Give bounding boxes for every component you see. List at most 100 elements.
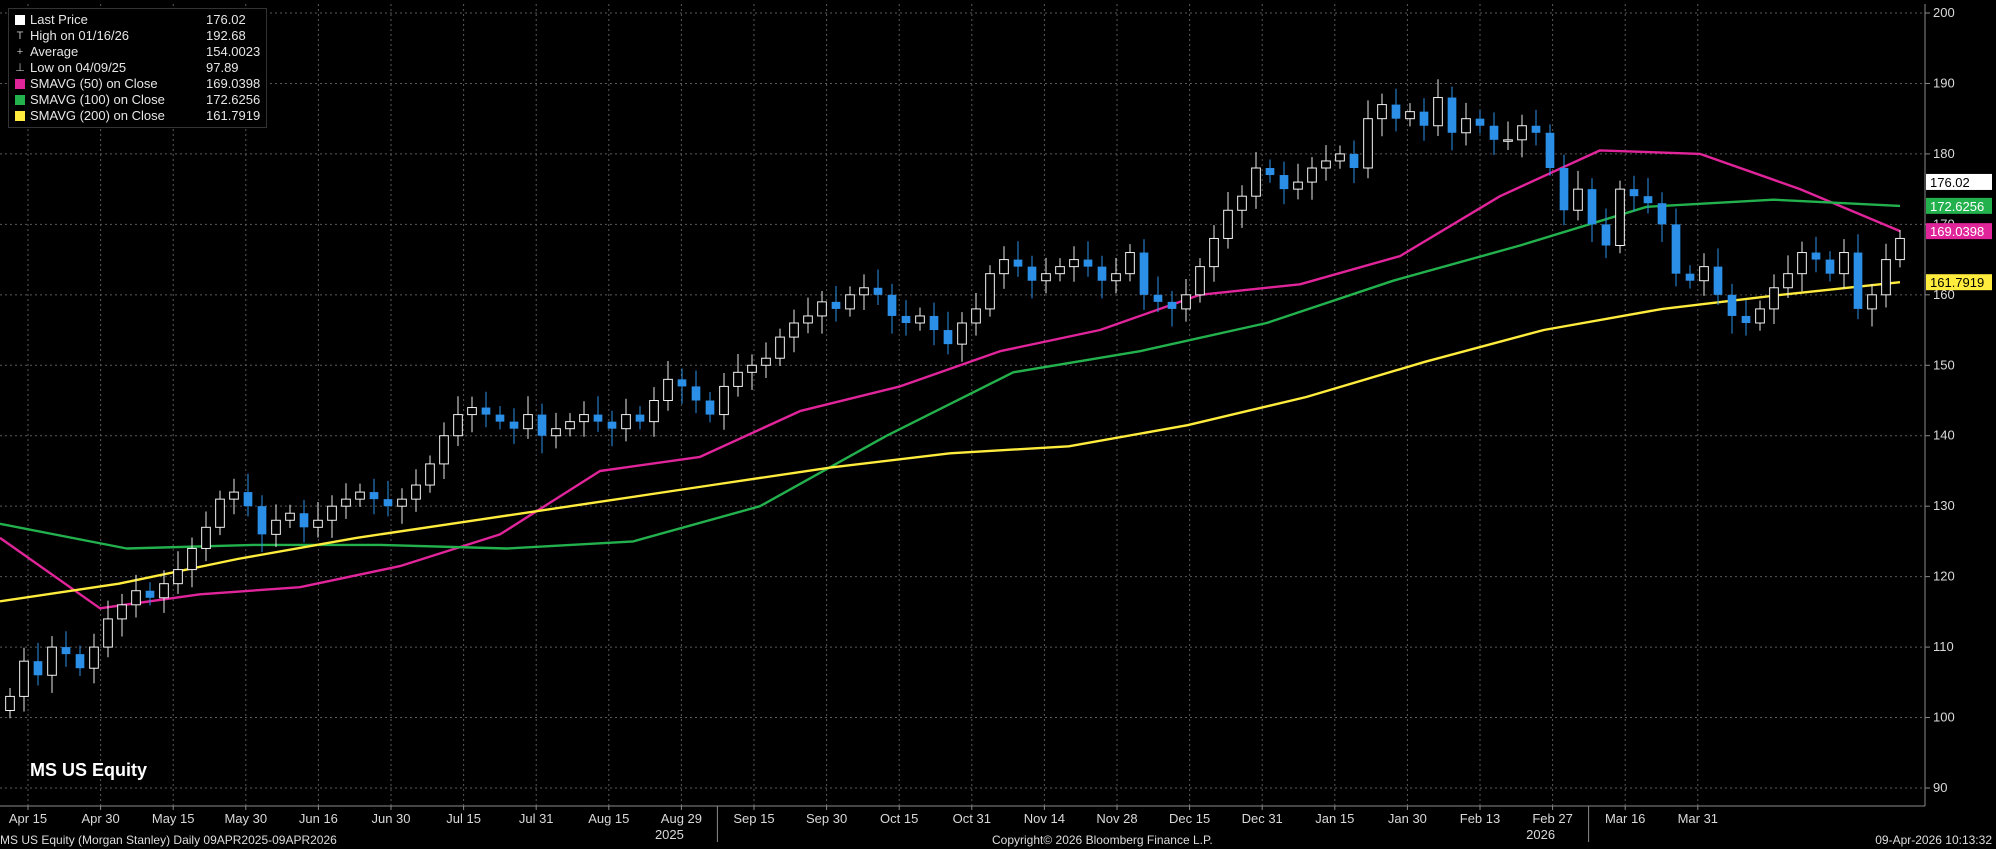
x-tick-label: Jun 30 [371,811,410,826]
price-badge: 169.0398 [1926,223,1992,240]
candle-body-up [1895,237,1905,261]
legend-entry: T High on 01/16/26 192.68 [15,28,260,44]
candle-body-down [1811,252,1821,260]
candle-body-up [747,364,757,373]
candle-body-up [1223,209,1233,239]
price-badge: 176.02 [1926,173,1992,190]
candle-body-up [565,421,575,430]
candle-body-down [1419,111,1429,126]
chart-title: MS US Equity [30,760,148,780]
candle-body-up [1055,266,1065,275]
x-tick-label: Apr 15 [9,811,47,826]
candle-body-up [439,435,449,465]
legend-label: Average [30,44,79,59]
candle-body-down [537,414,547,436]
x-tick-label: Oct 31 [953,811,991,826]
candle-body-up [1797,252,1807,275]
legend-value: 169.0398 [206,76,261,91]
candle-body-up [1111,273,1121,282]
legend-swatch-icon [15,95,25,105]
candle-body-up [1069,259,1079,268]
candle-body-up [551,428,561,437]
candle-body-up [719,385,729,416]
y-tick-label: 130 [1933,498,1955,513]
footer-copyright: Copyright© 2026 Bloomberg Finance L.P. [992,833,1213,847]
candle-body-up [313,519,323,528]
candle-body-up [271,519,281,535]
chart-grid [0,4,1925,806]
candle-body-up [1783,273,1793,289]
candle-body-up [173,569,183,585]
legend-label: SMAVG (200) on Close [30,108,165,123]
candle-body-up [1125,252,1135,275]
candle-body-up [1307,167,1317,183]
legend-value: 192.68 [206,28,246,43]
candle-body-up [915,315,925,324]
legend-entry: SMAVG (200) on Close 161.7919 [15,108,260,124]
candle-body-down [1013,259,1023,267]
legend-label: SMAVG (50) on Close [30,76,158,91]
candle-body-down [1027,266,1037,281]
candle-body-down [1391,104,1401,119]
x-tick-label: Sep 30 [806,811,847,826]
candle-body-up [733,371,743,387]
candle-body-down [1727,294,1737,316]
candle-body-up [1363,118,1373,169]
candle-body-down [1279,175,1289,190]
candle-body-up [1377,104,1387,120]
candle-body-up [1405,111,1415,120]
price-badge: 172.6256 [1926,197,1992,214]
price-badges: 176.02 172.6256 169.0398 161.7919 [1926,173,1992,291]
candle-body-down [1629,189,1639,197]
candle-body-up [1433,97,1443,127]
candle-body-up [817,301,827,317]
candle-body-down [1853,252,1863,309]
candle-body-up [663,378,673,402]
legend-entry: SMAVG (100) on Close 172.6256 [15,92,260,108]
candle-body-down [1531,125,1541,133]
candle-body-up [1503,139,1513,142]
candle-body-up [1517,125,1527,141]
price-badge-label: 172.6256 [1930,199,1984,214]
candle-body-up [1293,181,1303,190]
candle-body-down [1489,125,1499,140]
candle-body-down [1643,196,1653,204]
candle-body-down [1153,294,1163,302]
candlesticks [5,79,1905,719]
candle-body-down [929,315,939,331]
legend-label: Low on 04/09/25 [30,60,127,75]
candle-body-down [607,421,617,429]
candle-body-up [187,547,197,571]
x-tick-label: Jan 15 [1315,811,1354,826]
legend-glyph-icon: T [16,30,24,42]
legend-swatch-icon [15,111,25,121]
legend-entry: ⊥ Low on 04/09/25 97.89 [15,60,260,76]
y-tick-label: 160 [1933,287,1955,302]
price-badge: 161.7919 [1926,274,1992,291]
candle-body-down [383,499,393,507]
candle-body-up [621,414,631,430]
candle-body-up [1195,266,1205,296]
chart-legend: Last Price 176.02 T High on 01/16/26 192.68 +… [8,8,268,128]
candle-body-up [229,491,239,500]
candle-body-down [257,506,267,535]
candle-body-up [1573,188,1583,211]
candle-body-down [1167,301,1177,309]
candle-body-down [1265,168,1275,176]
candle-body-up [999,259,1009,275]
candle-body-down [1601,224,1611,246]
candle-body-down [943,330,953,345]
x-tick-label: Feb 13 [1460,811,1500,826]
candle-body-down [1685,273,1695,281]
candle-body-down [677,379,687,387]
x-tick-label: Nov 14 [1024,811,1065,826]
price-badge-bg [1926,197,1992,214]
legend-label: High on 01/16/26 [30,28,130,43]
y-tick-label: 90 [1933,780,1947,795]
candle-body-down [1349,153,1359,168]
x-tick-label: Sep 15 [733,811,774,826]
candle-body-up [789,322,799,338]
candle-body-up [1251,167,1261,197]
candle-body-up [425,463,435,486]
